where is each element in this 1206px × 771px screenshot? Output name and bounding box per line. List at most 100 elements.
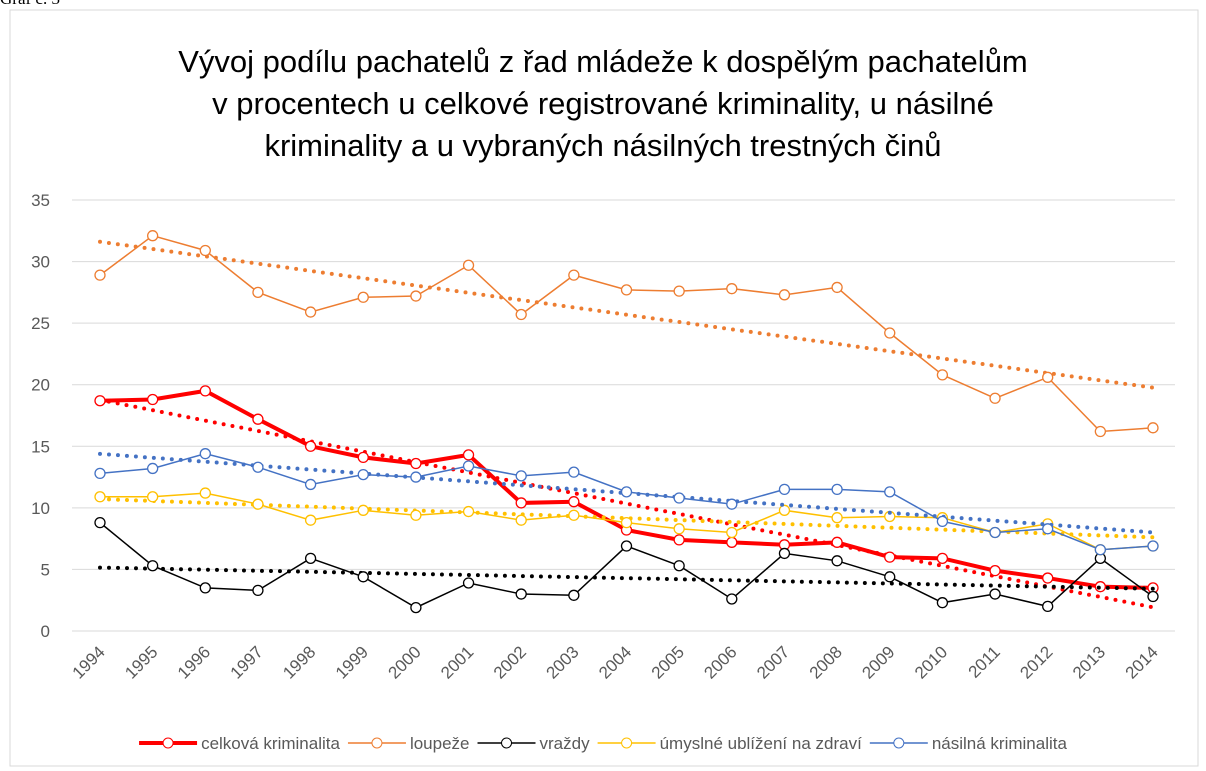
point [199,448,211,460]
point [831,536,843,548]
point [726,526,738,539]
legend-marker [501,737,513,749]
point [620,540,633,552]
legend-label: loupeže [410,734,470,753]
point [304,552,317,564]
point [410,601,422,614]
point [357,504,369,516]
point [94,516,106,529]
point [94,491,106,503]
point [304,478,317,491]
legend-marker [621,737,633,749]
point [515,497,527,509]
point [778,289,791,301]
point [304,306,317,318]
point [726,283,738,295]
point [304,514,317,526]
point [673,492,685,504]
point [778,547,791,560]
point [726,536,738,548]
point [94,395,106,407]
point [620,284,633,296]
point [357,291,369,303]
point [252,584,264,597]
point [410,509,422,521]
point [410,471,422,483]
point [462,505,475,518]
point [884,327,896,339]
point [831,483,843,496]
point [252,286,264,299]
point [936,597,949,609]
point [1042,572,1054,584]
chart-title: kriminality a u vybraných násilných tres… [264,128,941,163]
y-tick-label: 20 [31,376,50,395]
point [462,449,475,461]
point [146,393,159,406]
point [778,504,791,516]
point [1042,523,1054,535]
point [357,468,369,481]
legend-marker [893,737,905,749]
point [989,588,1001,600]
point [252,498,264,510]
legend-marker [371,737,383,749]
point [94,467,106,480]
point [1042,371,1054,383]
point [515,514,527,526]
point [199,244,211,257]
point [515,308,527,321]
y-tick-label: 5 [41,560,50,579]
chart-title: Vývoj podílu pachatelů z řad mládeže k d… [178,44,1028,79]
point [515,470,527,482]
point [199,582,211,594]
point [778,483,791,496]
legend-label: celková kriminalita [201,734,340,753]
point [462,460,475,472]
chart-title: v procentech u celkové registrované krim… [212,86,994,121]
point [1147,422,1159,434]
point [936,369,949,381]
point [252,461,264,473]
point [357,571,369,583]
point [199,385,211,397]
point [252,413,264,425]
legend: celková kriminalita loupeže vraždy úmyslné … [139,734,1067,753]
point [1094,544,1106,556]
point [884,571,896,583]
point [410,457,422,470]
point [146,491,159,503]
point [568,509,580,521]
point [146,560,159,572]
point [357,451,369,464]
legend-label: úmyslné ublížení na zdraví [660,734,862,753]
point [304,440,317,452]
point [936,515,949,528]
point [620,486,633,498]
point [884,486,896,498]
point [515,588,527,600]
trendline [98,397,1155,610]
point [831,281,843,294]
point [568,269,580,281]
point [989,526,1001,539]
point [199,487,211,499]
y-tick-label: 30 [31,253,50,272]
point [936,552,949,564]
point [410,290,422,302]
point [146,230,159,242]
point [989,392,1001,404]
point [989,565,1001,577]
point [1042,600,1054,613]
point [673,285,685,297]
point [1094,425,1106,438]
point [568,466,580,478]
point [726,593,738,605]
point [620,516,633,529]
point [673,523,685,535]
y-tick-label: 10 [31,499,50,518]
caption: Graf č. 3 [0,0,60,8]
trendline [98,239,1155,390]
legend-label: vraždy [540,734,591,753]
